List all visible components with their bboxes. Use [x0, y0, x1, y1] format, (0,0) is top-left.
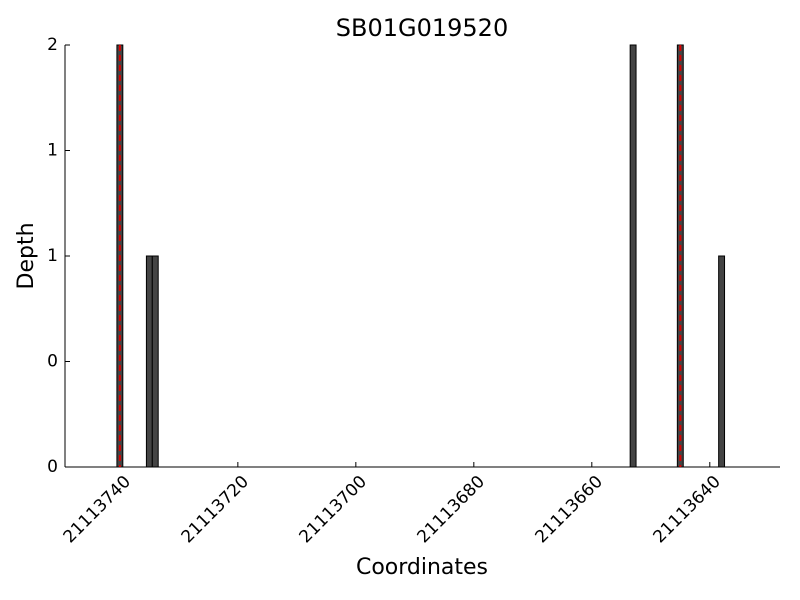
- y-axis-label: Depth: [14, 222, 39, 289]
- y-tick-label: 2: [47, 35, 58, 55]
- x-tick-label: 21113680: [414, 472, 489, 547]
- x-tick-label: 21113720: [178, 472, 253, 547]
- y-tick-label: 1: [47, 246, 58, 266]
- bar: [151, 255, 159, 468]
- y-tick-label: 0: [47, 352, 58, 372]
- x-axis-label: Coordinates: [356, 555, 488, 580]
- x-tick-label: 21113640: [650, 472, 725, 547]
- bar: [629, 44, 637, 468]
- x-tick-label: 21113660: [532, 472, 607, 547]
- y-tick-label: 0: [47, 457, 58, 477]
- x-tick-label: 21113700: [296, 472, 371, 547]
- bar: [718, 255, 726, 468]
- bar: [145, 255, 153, 468]
- x-tick-label: 21113740: [60, 472, 135, 547]
- y-tick-label: 1: [47, 141, 58, 161]
- chart-title: SB01G019520: [336, 14, 508, 42]
